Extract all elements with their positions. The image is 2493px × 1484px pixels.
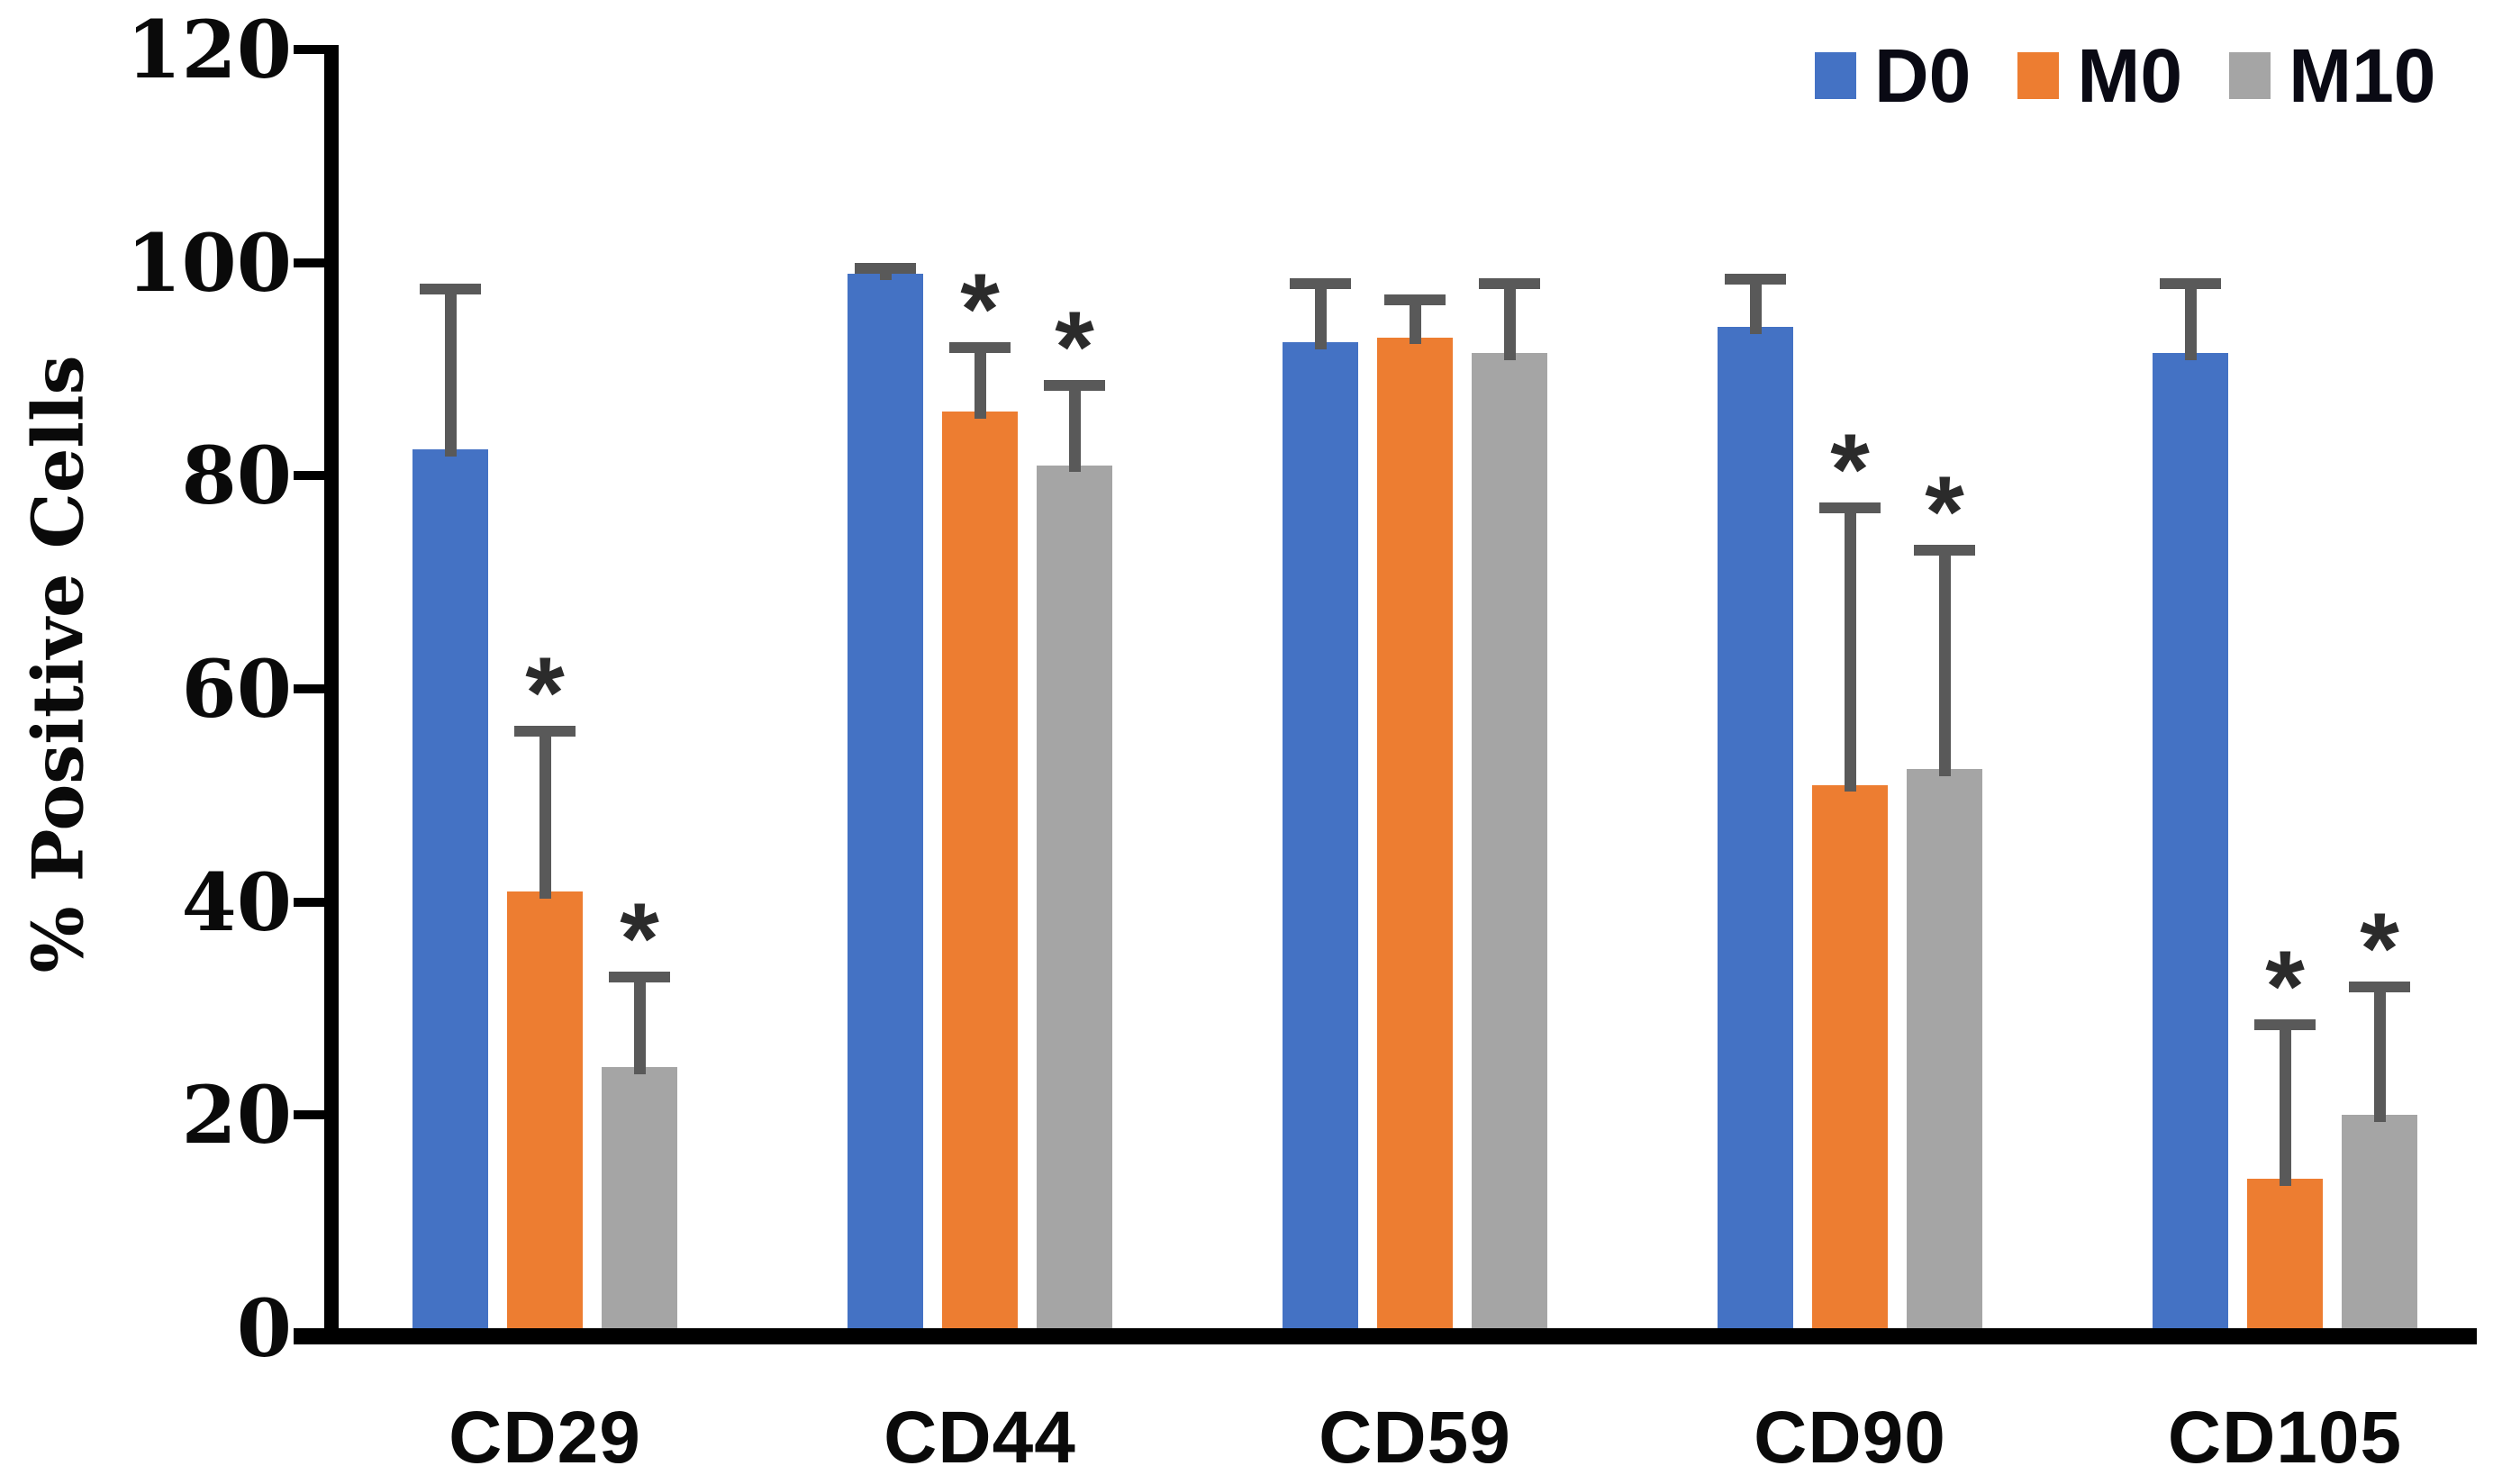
legend: D0 M0 M10 [1815,38,2436,113]
error-bar-M10-CD59 [1503,278,1516,361]
bar-D0-CD29 [412,448,488,1328]
legend-label-D0: D0 [1874,33,1972,118]
significance-asterisk-M0-CD90: * [1830,412,1870,526]
error-bar-cap-M10-CD29 [609,971,670,982]
error-bar-cap-M10-CD59 [1479,278,1540,290]
y-axis-line [324,45,339,1344]
y-tick [294,1110,324,1120]
error-bar-cap-D0-CD90 [1725,273,1786,285]
error-bar-cap-M10-CD105 [2349,982,2410,993]
legend-swatch-M10 [2229,52,2271,99]
error-bar-cap-M0-CD90 [1819,502,1881,513]
y-tick-label: 20 [181,1068,292,1163]
error-bar-cap-M0-CD59 [1384,294,1446,306]
legend-swatch-M0 [2017,52,2060,99]
bar-M0-CD90 [1812,784,1888,1328]
y-tick-label: 80 [181,429,292,523]
error-bar-cap-D0-CD44 [855,262,916,274]
error-bar-cap-M0-CD105 [2254,1018,2316,1030]
bar-D0-CD59 [1283,342,1358,1328]
x-axis-label-CD105: CD105 [2167,1397,2403,1479]
significance-asterisk-M10-CD90: * [1925,456,1964,569]
x-axis-label-CD44: CD44 [884,1397,1076,1479]
error-bar-D0-CD90 [1749,273,1762,334]
error-bar-cap-D0-CD105 [2160,278,2221,290]
legend-swatch-D0 [1815,52,1856,99]
y-tick-label: 60 [181,642,292,736]
legend-item-D0: D0 [1815,38,1971,113]
y-tick [294,471,324,481]
y-tick-label: 100 [126,215,292,310]
bar-M0-CD59 [1377,337,1453,1328]
y-tick [294,897,324,907]
significance-asterisk-M10-CD105: * [2360,892,2399,1006]
x-axis-label-CD29: CD29 [449,1397,641,1479]
error-bar-M0-CD59 [1409,294,1421,345]
legend-item-M10: M10 [2229,33,2436,118]
y-tick-label: 40 [181,855,292,949]
error-bar-D0-CD59 [1314,278,1327,350]
y-tick [294,684,324,693]
bar-D0-CD105 [2153,353,2228,1328]
y-tick [294,258,324,267]
significance-asterisk-M10-CD44: * [1055,290,1094,403]
error-bar-cap-M10-CD90 [1914,545,1975,556]
legend-label-M10: M10 [2289,33,2436,118]
error-bar-M10-CD105 [2373,982,2386,1123]
significance-asterisk-M0-CD44: * [960,253,1000,366]
significance-asterisk-M0-CD105: * [2265,929,2305,1043]
error-bar-D0-CD29 [444,284,457,457]
bar-M0-CD105 [2247,1179,2323,1328]
error-bar-cap-D0-CD59 [1290,278,1351,290]
error-bar-M0-CD29 [539,726,551,899]
error-bar-M0-CD44 [974,342,986,420]
legend-item-M0: M0 [2017,38,2182,113]
bar-D0-CD90 [1718,326,1793,1328]
bar-M10-CD59 [1472,353,1547,1328]
x-axis-line [294,1328,2477,1344]
error-bar-M10-CD90 [1938,545,1951,776]
legend-label-M0: M0 [2077,33,2183,118]
error-bar-D0-CD105 [2184,278,2197,361]
y-tick-label: 0 [236,1281,292,1375]
y-tick-label: 120 [126,3,292,96]
x-axis-label-CD90: CD90 [1754,1397,1946,1479]
bar-M10-CD105 [2342,1115,2417,1328]
error-bar-M10-CD29 [633,971,646,1075]
significance-asterisk-M10-CD29: * [620,882,659,995]
error-bar-cap-M0-CD44 [949,342,1011,354]
error-bar-cap-D0-CD29 [420,284,481,295]
error-bar-cap-M10-CD44 [1044,379,1105,391]
bar-M10-CD44 [1037,465,1112,1328]
bar-D0-CD44 [848,273,923,1328]
bar-M10-CD29 [602,1067,677,1328]
error-bar-M10-CD44 [1068,379,1081,473]
significance-asterisk-M0-CD29: * [525,637,565,750]
bar-M10-CD90 [1907,768,1982,1328]
y-tick [294,45,324,54]
x-axis-label-CD59: CD59 [1319,1397,1511,1479]
bar-M0-CD44 [942,412,1018,1328]
error-bar-M0-CD105 [2279,1018,2291,1187]
bar-M0-CD29 [507,891,583,1328]
error-bar-M0-CD90 [1844,502,1856,792]
error-bar-cap-M0-CD29 [514,726,576,737]
